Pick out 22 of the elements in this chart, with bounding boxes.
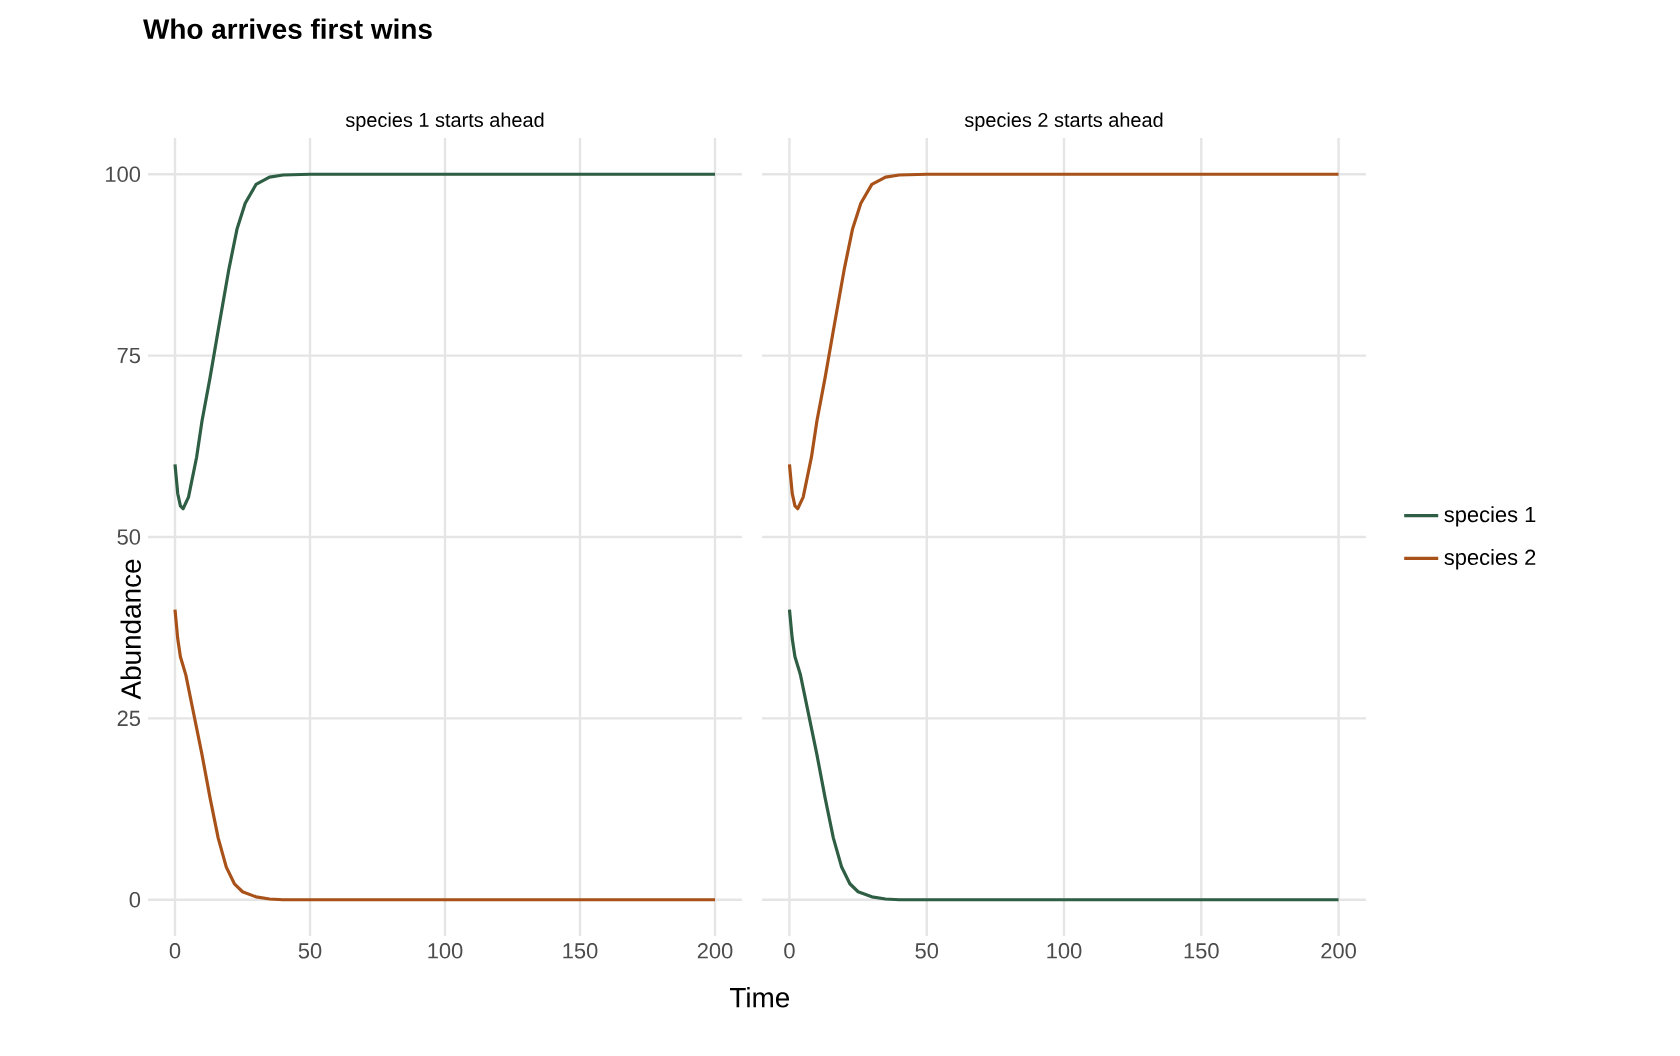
chart-subtitle: species 2 starts ahead — [964, 112, 1163, 131]
x-tick-label: 100 — [428, 943, 463, 959]
x-tick-label: 50 — [915, 943, 939, 959]
x-axis-title: Time — [729, 987, 790, 1008]
x-tick-label: 200 — [1321, 943, 1356, 959]
x-tick-label: 0 — [784, 943, 795, 959]
x-tick-label: 100 — [1047, 943, 1082, 959]
x-tick-label: 200 — [697, 943, 733, 959]
legend-label: species 2 — [1444, 548, 1536, 570]
y-tick-label: 0 — [129, 891, 141, 908]
y-tick-label: 75 — [117, 348, 141, 364]
x-tick-label: 0 — [169, 943, 181, 959]
y-tick-label: 25 — [117, 710, 141, 727]
x-tick-label: 150 — [563, 943, 598, 959]
y-tick-label: 100 — [106, 166, 141, 183]
legend-label: species 1 — [1444, 506, 1536, 527]
y-tick-label: 50 — [117, 529, 141, 545]
chart-title: Who arrives first wins — [143, 18, 432, 39]
chart-subtitle: species 1 starts ahead — [345, 112, 544, 131]
x-tick-label: 150 — [1184, 943, 1219, 959]
x-tick-label: 50 — [298, 943, 322, 959]
y-axis-title: Abundance — [120, 559, 141, 700]
